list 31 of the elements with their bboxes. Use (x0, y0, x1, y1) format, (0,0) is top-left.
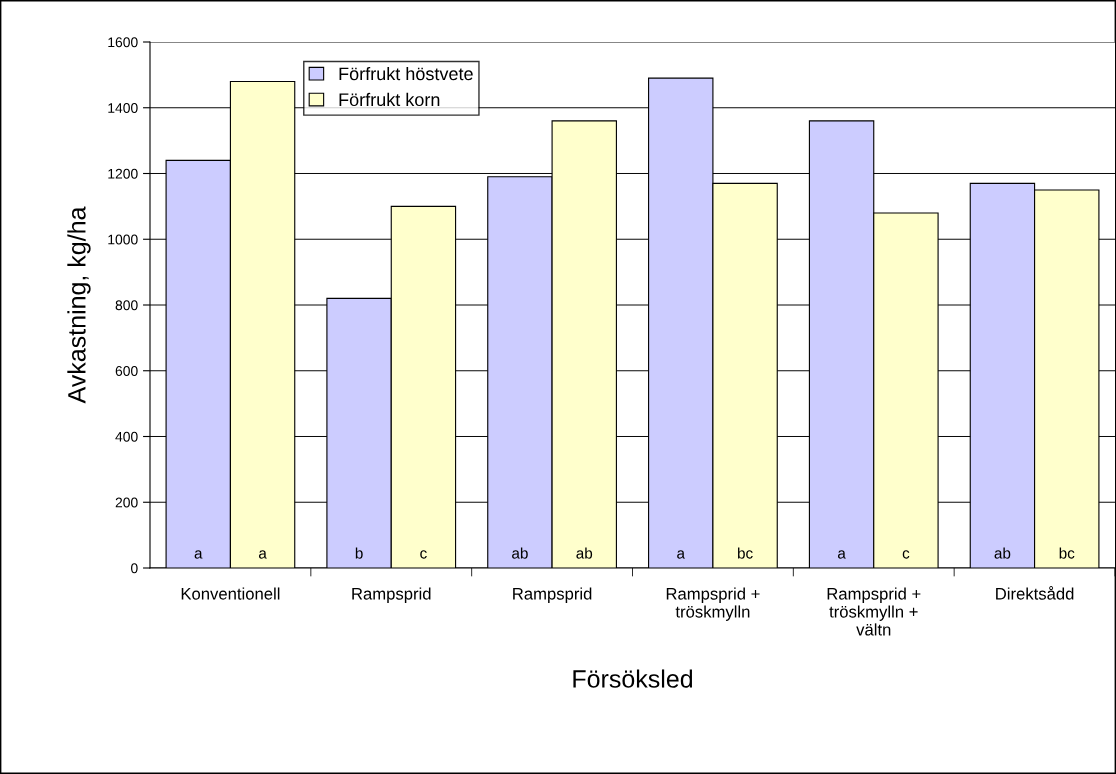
y-tick-label: 800 (115, 300, 138, 311)
data-label: ab (994, 547, 1011, 559)
data-label: a (677, 550, 685, 559)
x-axis-title: Försöksled (573, 669, 693, 688)
legend-label: Förfrukt korn (339, 92, 440, 107)
y-axis-title: Avkastning, kg/ha (67, 206, 91, 404)
y-tick-label: 1200 (108, 168, 138, 179)
x-tick-label: Rampsprid (352, 587, 431, 603)
data-label: bc (738, 547, 753, 559)
data-label: c (902, 550, 910, 559)
x-tick-label: Rampsprid + tröskmylln + vältn (827, 587, 921, 636)
data-label: c (420, 550, 427, 559)
x-tick-label: Konventionell (181, 587, 280, 600)
y-tick-label: 1400 (108, 103, 138, 113)
x-tick-label: Rampsprid + tröskmylln (666, 587, 760, 621)
data-label: b (355, 547, 363, 559)
data-label: bc (1059, 547, 1075, 559)
y-tick-label: 600 (115, 366, 138, 376)
y-tick-label: 0 (131, 563, 138, 574)
y-tick-label: 1600 (108, 37, 138, 48)
y-tick-label: 1000 (108, 234, 138, 245)
x-tick-label: Rampsprid (513, 587, 592, 603)
y-tick-label: 400 (115, 431, 138, 442)
legend-label: Förfrukt höstvete (339, 66, 473, 81)
y-tick-label: 200 (115, 497, 138, 508)
data-label: a (194, 550, 203, 559)
x-tick-label: Direktsådd (996, 586, 1074, 600)
data-label: ab (576, 547, 593, 559)
data-label: a (258, 550, 267, 559)
data-label: a (837, 550, 846, 559)
data-label: ab (512, 547, 528, 559)
